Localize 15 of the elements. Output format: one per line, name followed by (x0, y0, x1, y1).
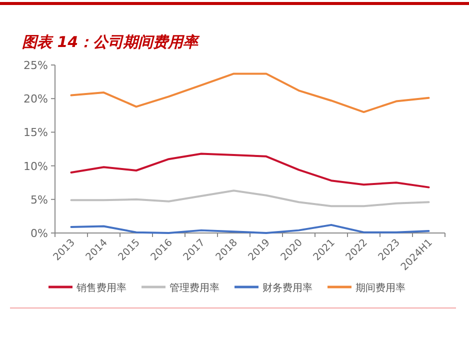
line-series (70, 72, 430, 114)
y-tick-label: 10% (24, 160, 48, 173)
chart-title: 图表 14：公司期间费用率 (22, 33, 200, 51)
y-tick-label: 5% (30, 193, 48, 206)
legend-label: 管理费用率 (170, 282, 220, 294)
y-tick-label: 15% (24, 126, 48, 140)
legend-label: 财务费用率 (262, 282, 312, 294)
line-series (70, 224, 430, 234)
y-tick-label: 25% (24, 59, 48, 72)
y-tick-label: 20% (24, 92, 48, 106)
y-tick-label: 0% (30, 227, 48, 240)
legend-label: 销售费用率 (76, 282, 126, 294)
line-series (70, 152, 430, 188)
line-series (70, 190, 430, 208)
legend-label: 期间费用率 (356, 282, 406, 294)
